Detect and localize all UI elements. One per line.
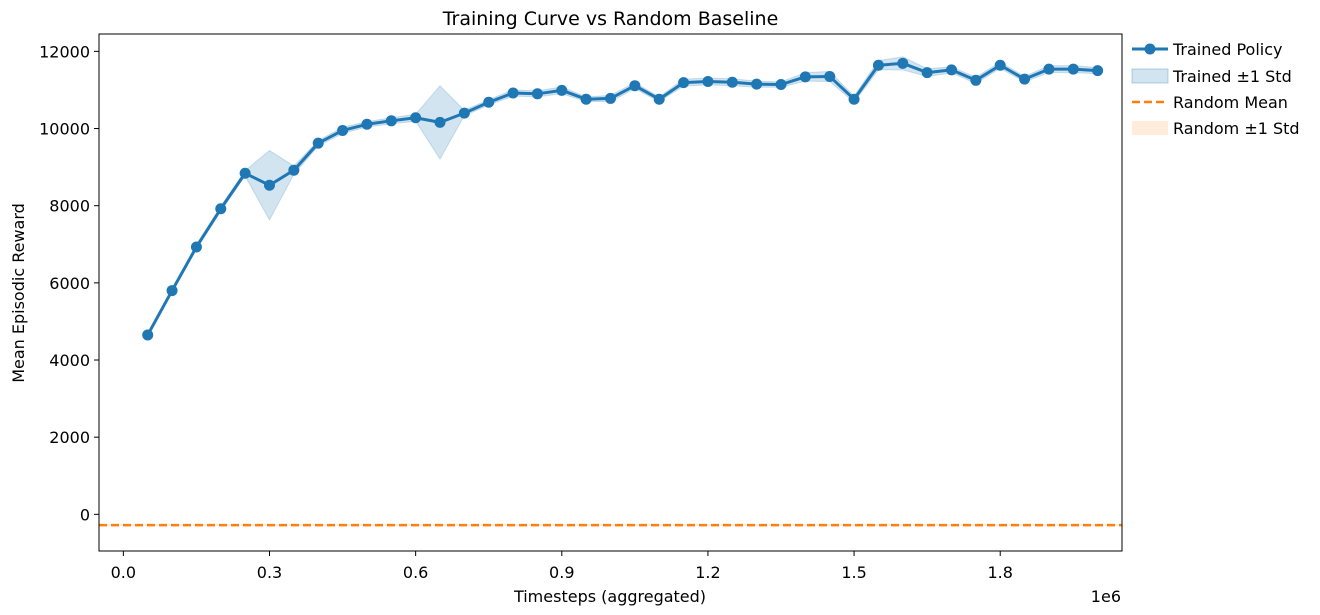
data-point <box>775 79 787 91</box>
data-point <box>385 115 397 127</box>
y-tick-label: 0 <box>80 505 90 524</box>
data-point <box>1043 63 1055 75</box>
x-tick-label: 0.0 <box>111 563 136 582</box>
x-axis-title: Timesteps (aggregated) <box>513 587 706 606</box>
chart-title: Training Curve vs Random Baseline <box>442 8 779 30</box>
data-point <box>872 59 884 71</box>
data-point <box>994 59 1006 71</box>
data-point <box>1067 63 1079 75</box>
data-point <box>1019 73 1031 85</box>
data-point <box>921 67 933 79</box>
data-point <box>483 96 495 108</box>
x-axis-offset-text: 1e6 <box>1091 587 1121 606</box>
y-tick-label: 4000 <box>49 351 90 370</box>
data-point <box>434 116 446 128</box>
data-point <box>799 71 811 83</box>
plot-frame <box>98 33 1123 552</box>
x-tick-label: 0.3 <box>257 563 282 582</box>
y-tick-label: 12000 <box>39 42 90 61</box>
data-point <box>337 124 349 136</box>
data-point <box>824 70 836 82</box>
y-tick-label: 8000 <box>49 197 90 216</box>
data-point <box>848 93 860 105</box>
legend-label: Random Mean <box>1173 93 1288 112</box>
data-point <box>946 64 957 76</box>
data-point <box>264 179 275 191</box>
data-point <box>580 93 592 105</box>
data-point <box>312 137 324 149</box>
x-axis: 0.0 0.3 0.6 0.9 1.2 1.5 1.8 <box>111 551 1013 582</box>
y-axis-title: Mean Episodic Reward <box>9 203 28 383</box>
legend-label: Random ±1 Std <box>1173 119 1300 138</box>
legend-trained-marker-swatch <box>1144 43 1156 55</box>
data-point <box>142 329 154 341</box>
y-tick-label: 2000 <box>49 428 90 447</box>
data-point <box>361 118 373 130</box>
data-point <box>970 74 982 86</box>
data-point <box>410 112 422 124</box>
y-tick-label: 6000 <box>49 274 90 293</box>
data-point <box>507 87 519 99</box>
data-point <box>678 77 690 89</box>
x-tick-label: 1.5 <box>841 563 866 582</box>
data-point <box>653 93 665 105</box>
y-tick-label: 10000 <box>39 120 90 139</box>
trained-policy-line <box>146 61 1098 336</box>
legend-random-band-swatch <box>1132 121 1168 135</box>
data-point <box>531 88 543 100</box>
x-tick-label: 0.9 <box>549 563 574 582</box>
x-tick-label: 0.6 <box>403 563 428 582</box>
legend: Trained Policy Trained ±1 Std Random Mean R… <box>1131 40 1300 138</box>
data-point <box>1092 65 1104 77</box>
data-point <box>726 76 738 88</box>
data-point <box>458 107 470 119</box>
data-point <box>288 164 300 176</box>
x-tick-label: 1.2 <box>695 563 720 582</box>
legend-trained-band-swatch <box>1131 68 1169 84</box>
legend-label: Trained Policy <box>1172 40 1283 59</box>
legend-label: Trained ±1 Std <box>1172 67 1292 86</box>
data-point <box>605 92 616 104</box>
y-axis: 0 2000 4000 6000 8000 10000 12000 <box>39 42 99 524</box>
data-point <box>556 84 568 96</box>
plot-area <box>99 56 1122 527</box>
data-point <box>215 203 227 215</box>
data-point <box>897 57 909 69</box>
data-point <box>702 75 714 87</box>
data-point <box>629 80 641 92</box>
data-point <box>166 285 178 297</box>
data-point <box>751 78 763 90</box>
data-point <box>190 241 202 253</box>
x-tick-label: 1.8 <box>987 563 1012 582</box>
data-point <box>239 167 251 179</box>
